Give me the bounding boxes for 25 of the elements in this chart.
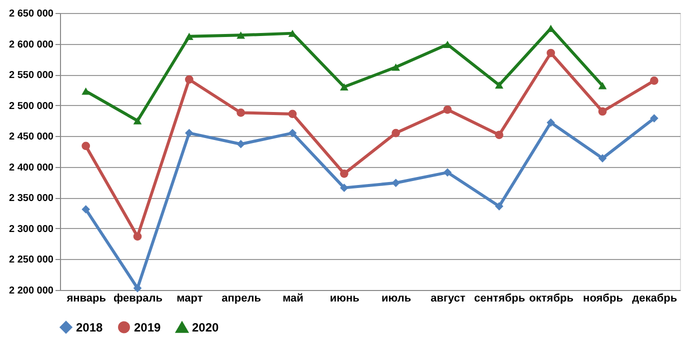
y-tick-label: 2 350 000 [9,193,54,204]
x-tick-label: июнь [330,292,360,304]
y-tick-label: 2 450 000 [9,132,54,143]
x-tick-label: октябрь [529,292,574,304]
x-tick-label: март [176,292,204,304]
x-tick-label: январь [66,292,106,304]
y-tick-label: 2 250 000 [9,254,54,266]
x-tick-label: август [430,292,466,304]
y-tick-label: 2 600 000 [9,39,54,50]
legend-label: 2020 [192,320,220,335]
y-tick-label: 2 400 000 [9,162,54,174]
x-tick-label: ноябрь [583,292,624,304]
y-tick-label: 2 550 000 [9,70,54,82]
x-tick-label: июль [382,292,412,304]
y-tick-label: 2 200 000 [9,286,54,296]
x-tick-label: февраль [114,292,163,304]
y-tick-label: 2 500 000 [9,100,54,112]
legend-label: 2018 [76,320,104,334]
x-tick-label: май [282,292,304,304]
y-tick-label: 2 650 000 [9,8,54,20]
x-tick-label: сентябрь [474,292,526,304]
x-tick-label: декабрь [632,292,678,304]
legend-label: 2019 [134,320,162,334]
y-tick-label: 2 300 000 [9,224,54,235]
x-tick-label: апрель [222,292,262,304]
